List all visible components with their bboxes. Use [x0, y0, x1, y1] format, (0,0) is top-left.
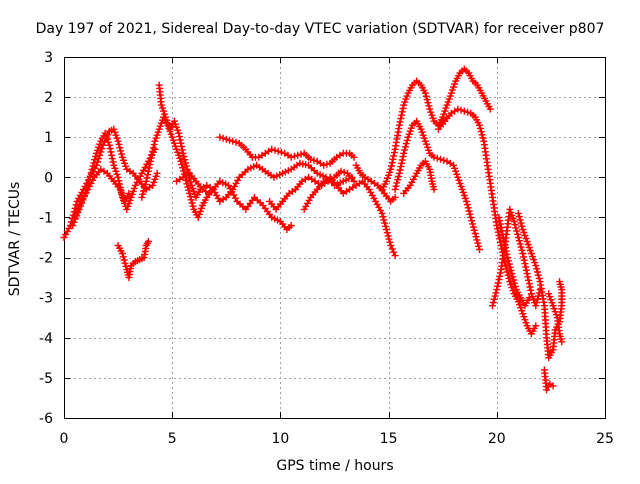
series-track-8: [216, 133, 358, 169]
series-track-10: [300, 173, 399, 260]
x-axis-label: GPS time / hours: [276, 458, 393, 474]
series-track-4: [114, 238, 152, 282]
series-track-5: [138, 113, 295, 233]
grid: [64, 57, 605, 418]
series-track-9: [266, 167, 358, 213]
series-point-marks: [378, 65, 494, 193]
series-track-11: [352, 161, 399, 205]
series-point-marks: [71, 165, 133, 221]
series-track-12: [378, 65, 494, 193]
y-axis-label: SDTVAR / TECUs: [7, 182, 23, 297]
y-tick-label: -4: [39, 331, 53, 347]
series-track-7: [173, 169, 213, 197]
y-tick-label: 2: [44, 90, 53, 106]
x-tick-label: 20: [488, 431, 506, 447]
y-tick-label: 3: [44, 50, 53, 66]
series-point-marks: [216, 133, 358, 169]
series-point-marks: [545, 290, 566, 346]
y-tick-label: 0: [44, 170, 53, 186]
series-track-3: [71, 165, 133, 221]
y-tick-label: -3: [39, 291, 53, 307]
series-point-marks: [300, 173, 399, 260]
series-point-marks: [489, 205, 544, 310]
series-point-marks: [114, 238, 152, 282]
series-track-19: [540, 366, 557, 394]
series-point-marks: [391, 117, 483, 253]
x-tick-labels: 0 5 10 15 20 25: [60, 431, 614, 447]
y-tick-label: -5: [39, 371, 53, 387]
series-track-17: [495, 213, 533, 310]
series-track-20: [545, 290, 566, 346]
series-track-13: [391, 117, 483, 253]
x-tick-label: 0: [60, 431, 69, 447]
chart-title: Day 197 of 2021, Sidereal Day-to-day VTE…: [36, 21, 605, 37]
series-point-marks: [400, 157, 438, 197]
series-point-marks: [495, 213, 533, 310]
y-tick-label: -2: [39, 251, 53, 267]
series-track-15: [400, 157, 438, 197]
x-tick-label: 5: [168, 431, 177, 447]
series-point-marks: [266, 167, 358, 213]
data-series: [60, 65, 566, 394]
x-tick-label: 15: [380, 431, 398, 447]
y-tick-label: -1: [39, 210, 53, 226]
x-tick-label: 25: [596, 431, 614, 447]
y-tick-label: -6: [39, 411, 53, 427]
y-tick-labels: -6 -5 -4 -3 -2 -1 0 1 2 3: [39, 50, 53, 427]
y-tick-label: 1: [44, 130, 53, 146]
series-point-marks: [352, 161, 399, 205]
series-point-marks: [173, 169, 213, 197]
series-track-16: [489, 205, 544, 310]
series-point-marks: [540, 366, 557, 394]
x-tick-label: 10: [271, 431, 289, 447]
